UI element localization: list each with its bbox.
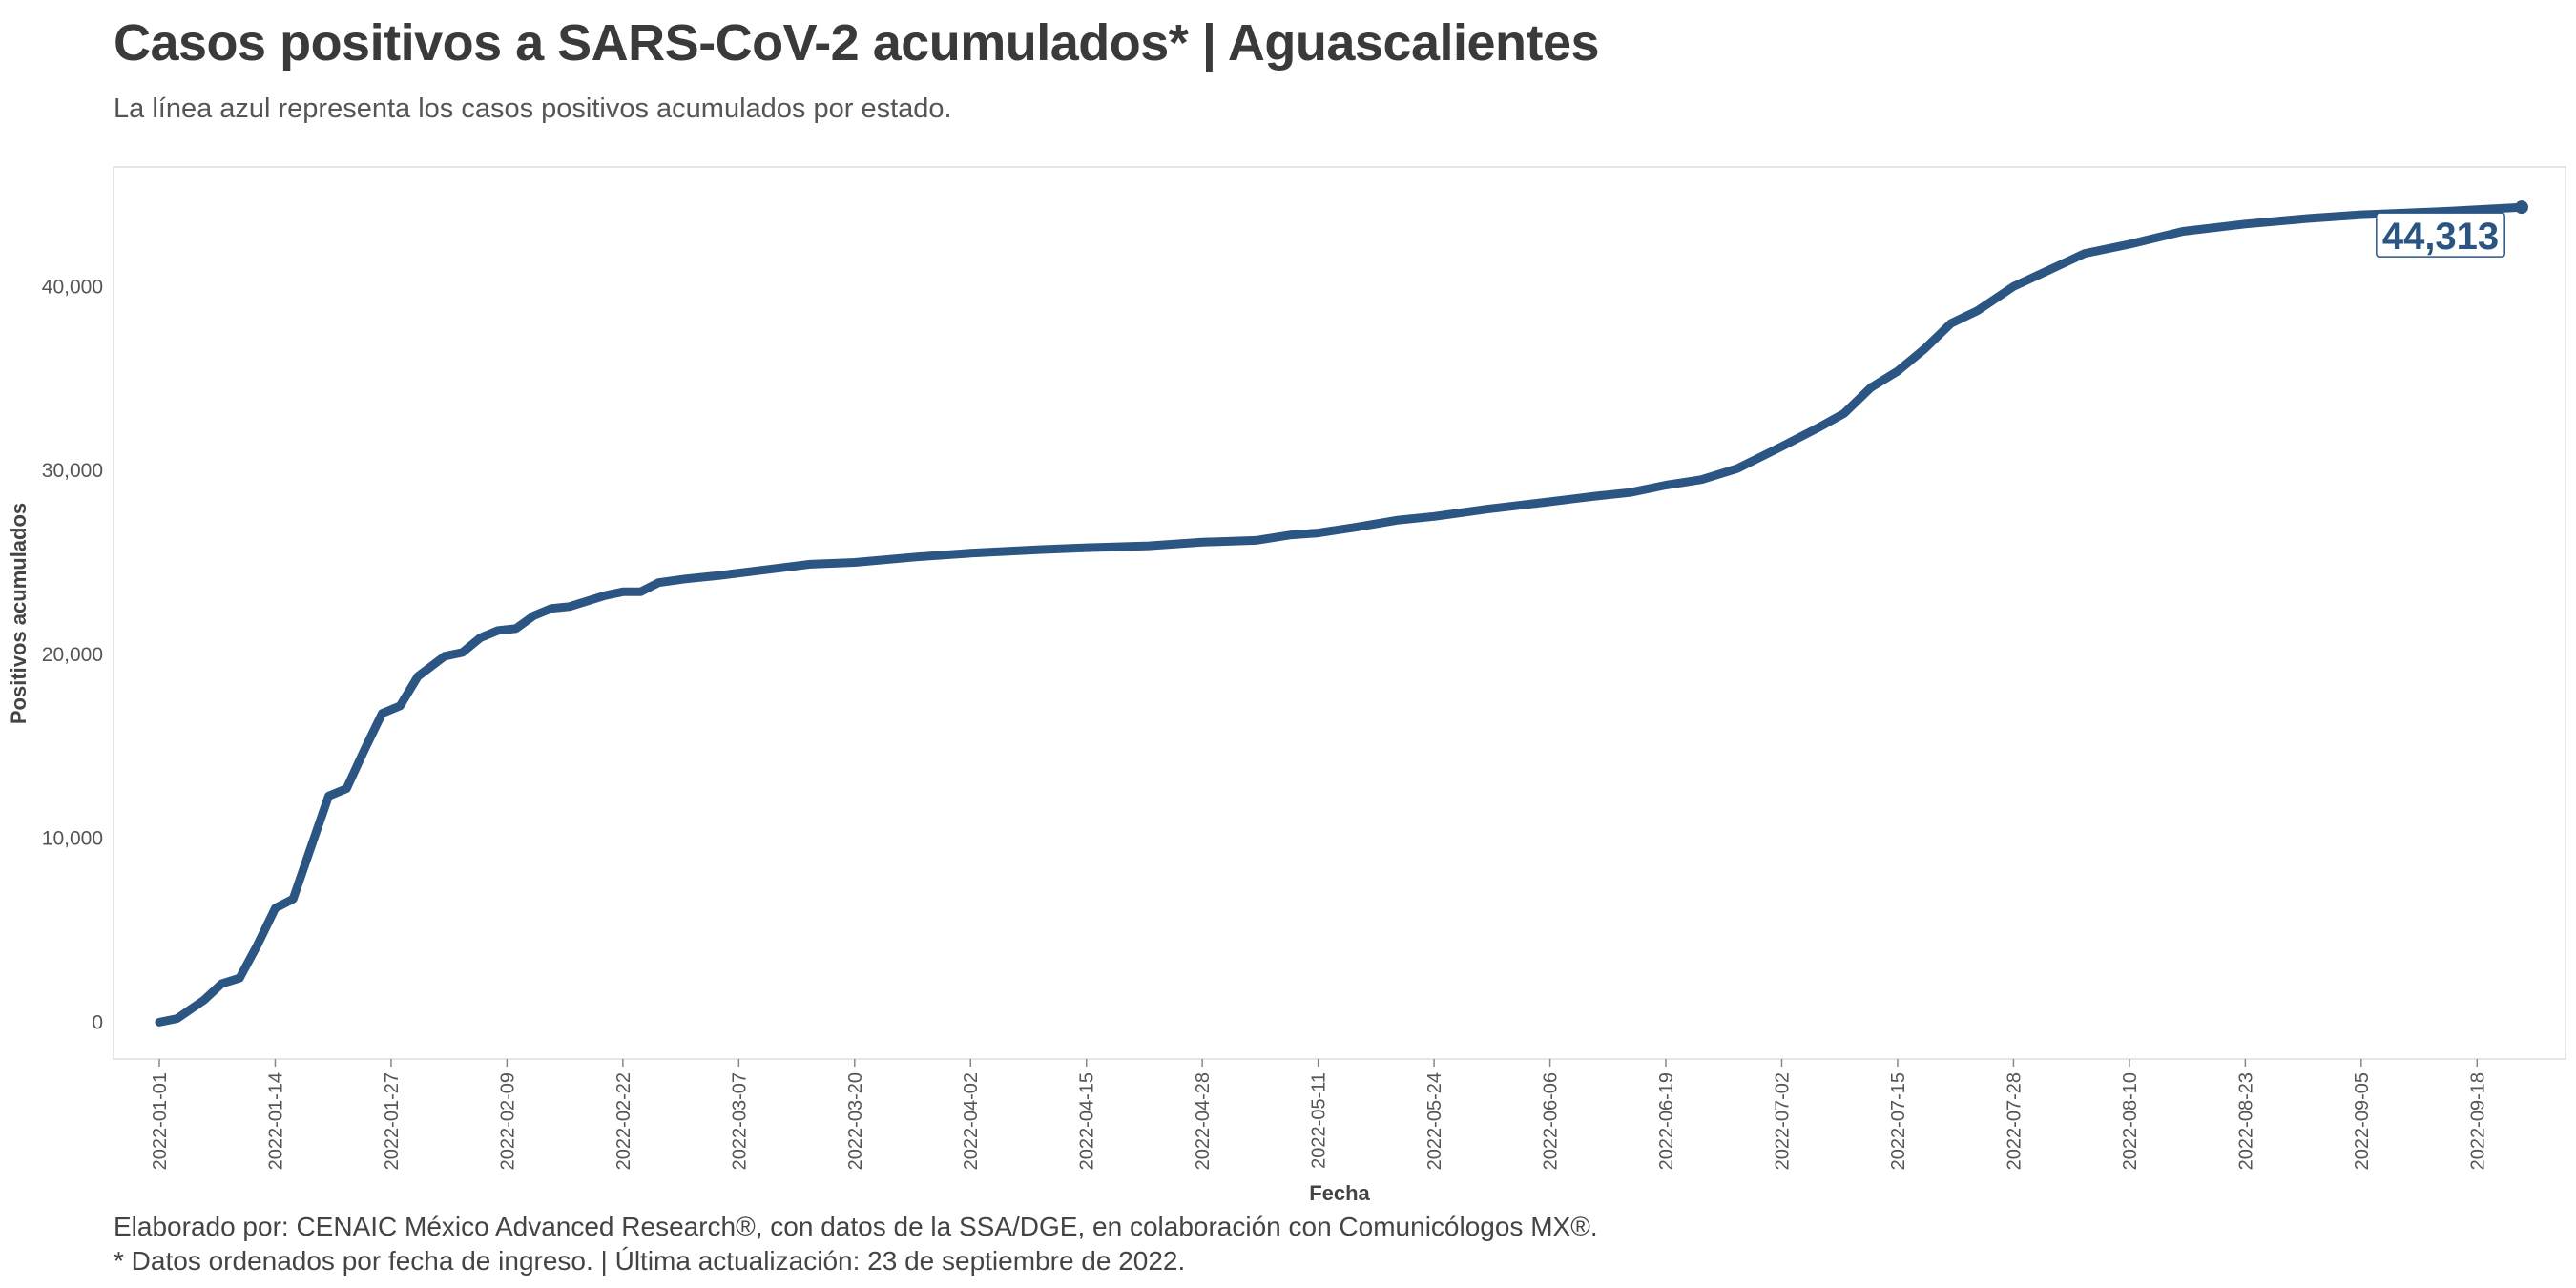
y-tick-label: 40,000: [42, 276, 103, 298]
x-tick-label: 2022-09-05: [2352, 1072, 2373, 1170]
footer-credit: Elaborado por: CENAIC México Advanced Re…: [114, 1212, 1598, 1241]
x-tick-label: 2022-03-07: [729, 1072, 750, 1170]
x-tick-label: 2022-08-10: [2120, 1072, 2141, 1170]
x-tick-label: 2022-05-11: [1309, 1072, 1330, 1169]
x-axis-ticks: 2022-01-01 2022-01-14 2022-01-27 2022-02-09…: [150, 1059, 2488, 1170]
y-tick-label: 10,000: [42, 828, 103, 850]
x-tick-label: 2022-01-14: [265, 1072, 286, 1170]
x-tick-label: 2022-04-15: [1077, 1072, 1098, 1170]
end-value-label: 44,313: [2382, 216, 2499, 258]
x-tick-label: 2022-06-19: [1656, 1072, 1677, 1170]
x-tick-label: 2022-05-24: [1424, 1072, 1445, 1170]
y-axis-ticks: 0 10,000 20,000 30,000 40,000: [42, 276, 103, 1033]
chart-title: Casos positivos a SARS-CoV-2 acumulados*…: [114, 14, 1600, 72]
plot-panel: [113, 166, 2566, 1060]
end-value-label-box: [2376, 212, 2505, 258]
x-tick-label: 2022-06-06: [1541, 1072, 1562, 1170]
x-tick-label: 2022-08-23: [2235, 1072, 2256, 1170]
y-tick-label: 30,000: [42, 460, 103, 482]
x-tick-label: 2022-09-18: [2467, 1072, 2488, 1170]
chart-subtitle: La línea azul representa los casos posit…: [114, 93, 952, 124]
x-tick-label: 2022-01-01: [150, 1072, 171, 1170]
series-line-positivos: [155, 202, 2526, 1027]
x-tick-label: 2022-04-28: [1193, 1072, 1214, 1170]
footer-note: * Datos ordenados por fecha de ingreso. …: [114, 1246, 1186, 1276]
y-axis-title: Positivos acumulados: [7, 503, 31, 724]
x-tick-label: 2022-02-22: [613, 1072, 634, 1170]
x-tick-label: 2022-01-27: [382, 1072, 403, 1170]
y-tick-label: 20,000: [42, 644, 103, 666]
x-tick-label: 2022-07-15: [1888, 1072, 1909, 1170]
x-tick-label: 2022-07-28: [2004, 1072, 2025, 1170]
x-axis-title: Fecha: [1309, 1181, 1370, 1205]
x-tick-label: 2022-07-02: [1772, 1072, 1793, 1170]
y-tick-label: 0: [92, 1011, 103, 1033]
series-end-point: [2515, 200, 2528, 215]
x-tick-label: 2022-02-09: [497, 1072, 518, 1170]
x-tick-label: 2022-04-02: [961, 1072, 982, 1170]
x-tick-label: 2022-03-20: [845, 1072, 866, 1170]
